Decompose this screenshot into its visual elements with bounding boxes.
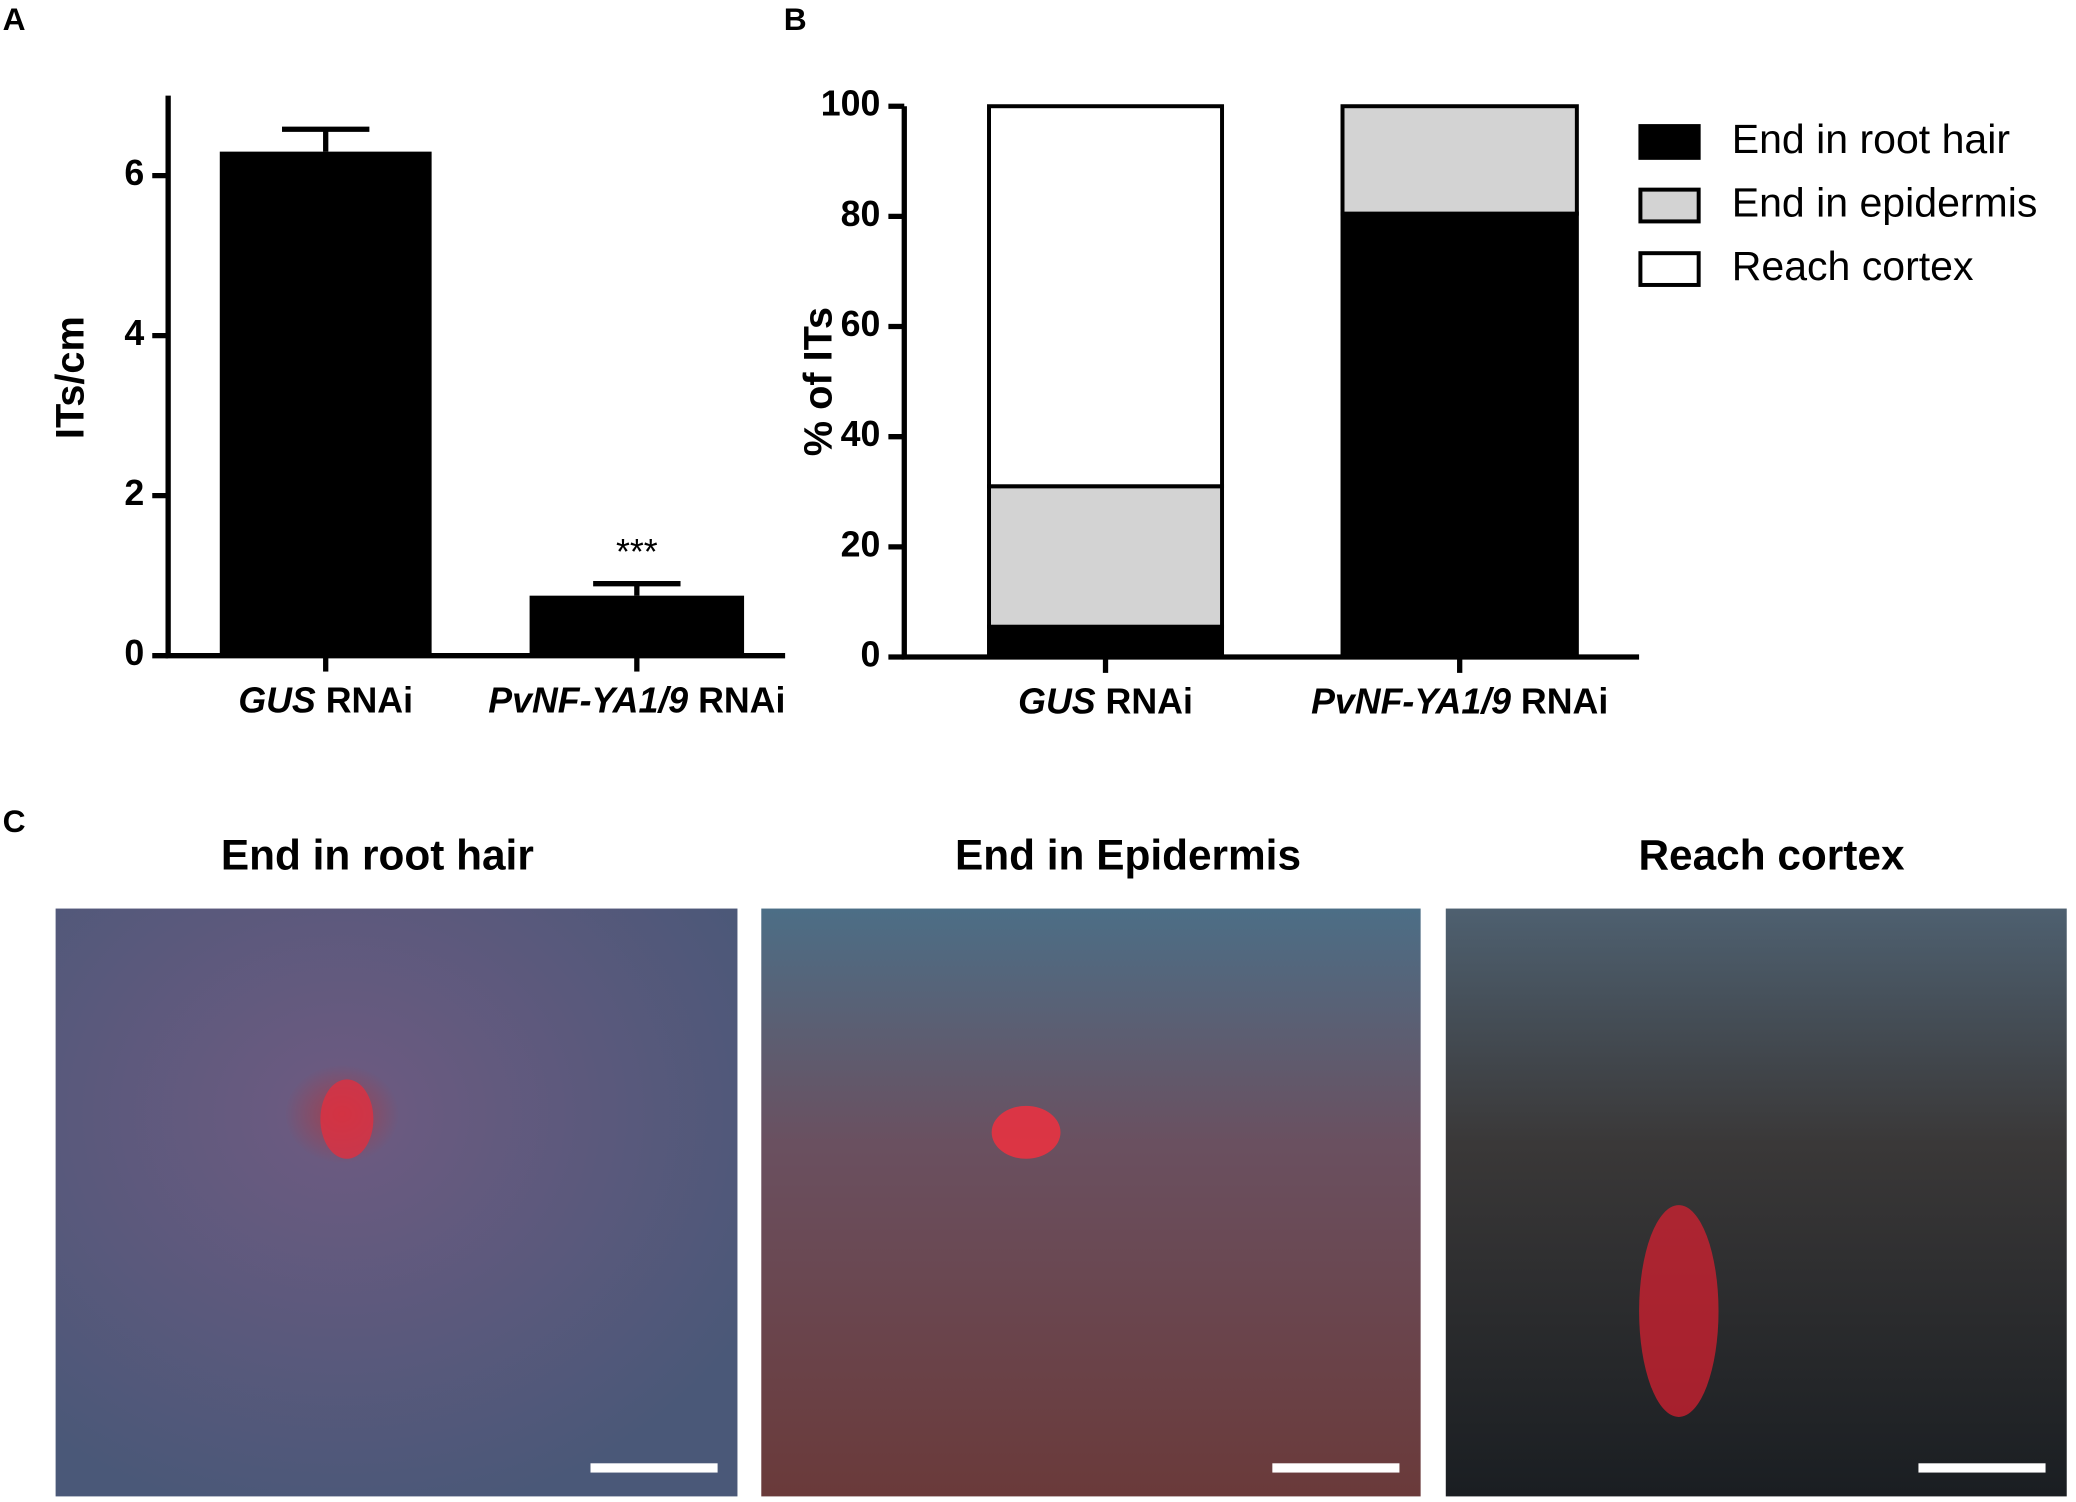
- image-title: End in Epidermis: [955, 831, 1301, 878]
- y-tick-label: 100: [821, 84, 881, 124]
- x-tick-label-part: PvNF-YA1/9: [488, 681, 688, 721]
- x-tick-label: GUS RNAi: [1018, 682, 1193, 722]
- panel-label: A: [3, 1, 26, 37]
- legend-swatch: [1638, 187, 1701, 224]
- micrograph-detail: [991, 1105, 1061, 1159]
- scale-bar: [590, 1463, 718, 1473]
- y-tick-label: 80: [841, 194, 881, 234]
- legend-label: End in root hair: [1732, 116, 2010, 162]
- y-tick-label: 4: [124, 313, 144, 353]
- legend-swatch: [1638, 124, 1701, 160]
- panel-label: C: [3, 803, 26, 839]
- x-tick-label-part: RNAi: [316, 681, 413, 721]
- y-tick-label: 0: [124, 633, 144, 673]
- panel-label: B: [784, 1, 807, 37]
- x-tick-label: PvNF-YA1/9 RNAi: [1311, 682, 1608, 722]
- image-title: End in root hair: [221, 831, 534, 878]
- bar: [219, 151, 432, 656]
- image-title: Reach cortex: [1638, 831, 1904, 878]
- x-tick-label: GUS RNAi: [238, 681, 413, 721]
- micrograph-detail: [320, 1079, 374, 1159]
- bar-segment: [1340, 104, 1579, 216]
- micrograph: [1445, 908, 2067, 1497]
- micrograph: [761, 908, 1421, 1497]
- x-tick-label-part: PvNF-YA1/9: [1311, 682, 1511, 722]
- bar-segment: [987, 104, 1225, 489]
- image-panel: End in root hair End in Epidermis Reach …: [55, 831, 2067, 1497]
- bar-segment: [987, 624, 1225, 659]
- scale-bar: [1918, 1463, 2046, 1473]
- micrograph-detail: [1639, 1205, 1719, 1417]
- x-tick-label: PvNF-YA1/9 RNAi: [488, 681, 785, 721]
- x-tick-label-part: RNAi: [688, 681, 785, 721]
- y-tick-label: 20: [841, 524, 881, 564]
- legend-swatch: [1638, 251, 1701, 287]
- scale-bar: [1272, 1463, 1400, 1473]
- y-tick-label: 0: [861, 634, 881, 674]
- micrograph: [55, 908, 738, 1497]
- y-tick-label: 60: [841, 304, 881, 344]
- legend-label: Reach cortex: [1732, 243, 1974, 289]
- bar: [529, 595, 745, 656]
- y-axis-label: ITs/cm: [48, 316, 92, 439]
- annotation: ***: [616, 532, 658, 572]
- bar-segment: [987, 484, 1225, 629]
- bar-segment: [1340, 211, 1579, 659]
- x-tick-label-part: RNAi: [1096, 682, 1193, 722]
- x-tick-label-part: GUS: [1018, 682, 1096, 722]
- x-tick-label-part: RNAi: [1511, 682, 1608, 722]
- y-axis-label: % of ITs: [796, 307, 840, 456]
- y-tick-label: 6: [124, 153, 144, 193]
- legend-label: End in epidermis: [1732, 179, 2038, 225]
- y-tick-label: 2: [124, 473, 144, 513]
- y-tick-label: 40: [841, 414, 881, 454]
- x-tick-label-part: GUS: [238, 681, 316, 721]
